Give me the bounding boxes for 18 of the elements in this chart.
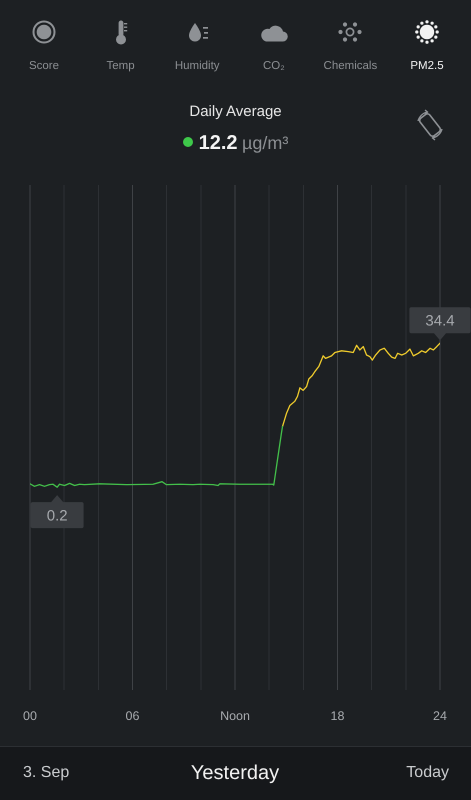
text: Humidity (174, 59, 220, 73)
chart-title: Daily Average (188, 103, 283, 121)
text: CO₂ (262, 59, 285, 73)
text: Temp (106, 59, 135, 73)
x-tick-label: Noon (220, 708, 250, 723)
x-tick-label: 24 (433, 708, 447, 723)
x-tick-label: 00 (23, 708, 37, 723)
x-tick-label: 06 (126, 708, 140, 723)
text: Today (406, 763, 449, 783)
chart-subtitle: 12.2 µg/m³ (198, 132, 288, 154)
text: Chemicals (324, 59, 378, 73)
text: Score (28, 59, 60, 73)
x-tick-label: 18 (330, 708, 344, 723)
data-label: 34.4 (425, 312, 455, 330)
text: Yesterday (190, 761, 280, 785)
text: PM2.5 (410, 59, 444, 73)
data-label: 0.2 (46, 507, 68, 524)
text: 3. Sep (23, 763, 70, 783)
